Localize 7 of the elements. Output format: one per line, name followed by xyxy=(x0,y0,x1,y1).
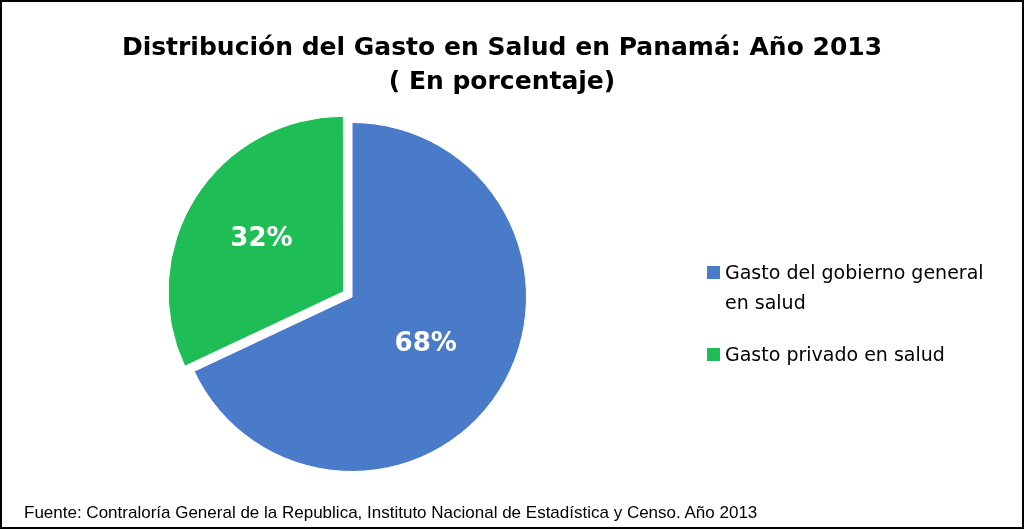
chart-subtitle: ( En porcentaje) xyxy=(387,65,617,97)
legend-label: Gasto privado en salud xyxy=(725,342,945,367)
chart-title: Distribución del Gasto en Salud en Panamá: Año 2013 xyxy=(120,31,884,63)
source-note: Fuente: Contraloría General de la Republica, Instituto Nacional de Estadística y Censo. Año 2013 xyxy=(24,503,758,523)
data-label: 32% xyxy=(230,222,293,253)
data-label: 68% xyxy=(394,326,457,357)
legend-label: Gasto del gobierno general en salud xyxy=(725,260,985,315)
